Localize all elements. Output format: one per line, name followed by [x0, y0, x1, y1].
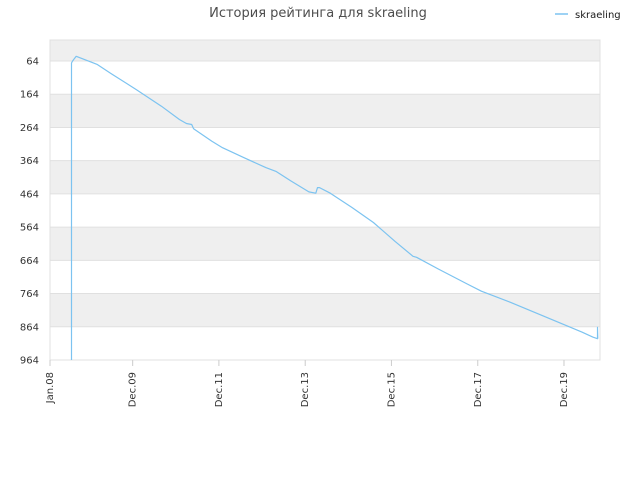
- plot-band: [50, 61, 600, 95]
- legend: skraeling: [555, 10, 621, 21]
- plot-frame: [49, 39, 601, 361]
- y-tick-label: 864: [20, 322, 39, 333]
- plot-band: [50, 260, 600, 294]
- series-line-skraeling: [70, 55, 599, 360]
- legend-label: skraeling: [575, 10, 621, 21]
- x-tick-label: Dec.19: [559, 372, 570, 407]
- chart-title: История рейтинга для skraeling: [209, 6, 427, 21]
- plot-bands: [50, 40, 600, 360]
- x-tick-label: Dec.17: [473, 372, 484, 407]
- y-tick-label: 964: [20, 356, 39, 367]
- grid-lines: [49, 39, 601, 361]
- y-tick-label: 464: [20, 189, 39, 200]
- y-tick-label: 364: [20, 156, 39, 167]
- plot-band: [50, 160, 600, 194]
- y-tick-label: 164: [20, 90, 39, 101]
- y-tick-label: 64: [26, 57, 39, 68]
- plot-band: [50, 94, 600, 128]
- y-axis: 64 164 264 364 464 564 664 764 864 964: [20, 57, 39, 367]
- plot-band: [50, 293, 600, 327]
- plot-band: [50, 40, 600, 61]
- x-tick-label: Dec.09: [128, 372, 139, 407]
- series-layer: [70, 55, 599, 360]
- plot-band: [50, 326, 600, 360]
- y-tick-label: 264: [20, 123, 39, 134]
- plot-band: [50, 227, 600, 261]
- plot-band: [50, 193, 600, 228]
- y-tick-label: 564: [20, 223, 39, 234]
- x-tick-label: Dec.15: [386, 372, 397, 407]
- y-tick-label: 664: [20, 256, 39, 267]
- x-tick-label: Dec.13: [300, 372, 311, 407]
- x-tick-label: Jan.08: [45, 372, 56, 404]
- x-tick-label: Dec.11: [214, 372, 225, 407]
- y-tick-label: 764: [20, 289, 39, 300]
- plot-band: [50, 127, 600, 161]
- x-axis: Jan.08 Dec.09 Dec.11 Dec.13 Dec.15 Dec.17 Dec.…: [45, 360, 570, 407]
